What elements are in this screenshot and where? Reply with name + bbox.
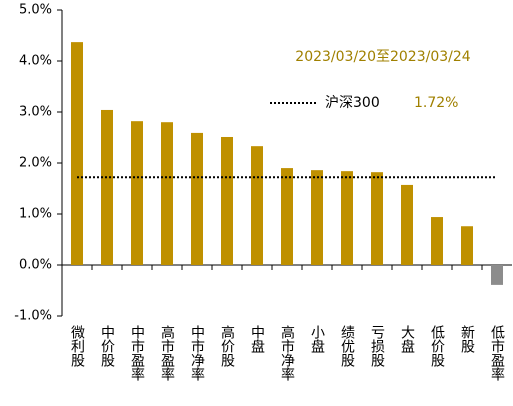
x-tick-label: 绩优股: [339, 325, 355, 368]
x-tick-label: 微利股: [69, 325, 85, 368]
bar: [191, 132, 203, 265]
x-tick-label: 中市净率: [189, 325, 205, 381]
y-tick-label: 5.0%: [19, 3, 52, 18]
x-tick-label: 中盘: [249, 325, 265, 353]
x-tick-label: 高价股: [219, 324, 235, 368]
x-tick-label: 亏损股: [369, 325, 385, 368]
bar: [431, 217, 443, 265]
x-tick-label: 高市净率: [279, 324, 295, 381]
x-tick-label: 低价股: [429, 325, 445, 368]
x-tick-label: 小盘: [309, 325, 325, 353]
bar: [161, 122, 173, 265]
x-tick-label: 中市盈率: [129, 325, 145, 381]
bar: [101, 109, 113, 266]
annotation: 2023/03/20至2023/03/24: [295, 49, 470, 65]
bar: [311, 170, 323, 265]
y-tick-label: 0.0%: [19, 258, 52, 273]
x-tick-label: 中价股: [99, 325, 115, 368]
bar: [281, 168, 293, 265]
bar: [401, 184, 413, 265]
y-tick-label: 2.0%: [19, 156, 52, 171]
y-tick-label: 4.0%: [19, 54, 52, 69]
bar: [251, 146, 263, 265]
legend-label: 沪深300: [325, 95, 380, 111]
x-tick-label: 高市盈率: [159, 324, 175, 381]
reference-value-label: 1.72%: [414, 95, 458, 111]
y-tick-label: 1.0%: [19, 207, 52, 222]
bar: [371, 172, 383, 265]
bar: [461, 226, 473, 265]
y-tick-label: -1.0%: [14, 309, 52, 324]
y-tick-label: 3.0%: [19, 105, 52, 120]
x-tick-label: 低市盈率: [489, 325, 505, 381]
bar: [221, 136, 233, 265]
bar: [341, 171, 353, 265]
bar: [131, 121, 143, 266]
bar: [71, 42, 83, 265]
x-tick-label: 大盘: [399, 325, 415, 353]
bar: [491, 265, 503, 285]
x-tick-label: 新股: [459, 325, 475, 354]
